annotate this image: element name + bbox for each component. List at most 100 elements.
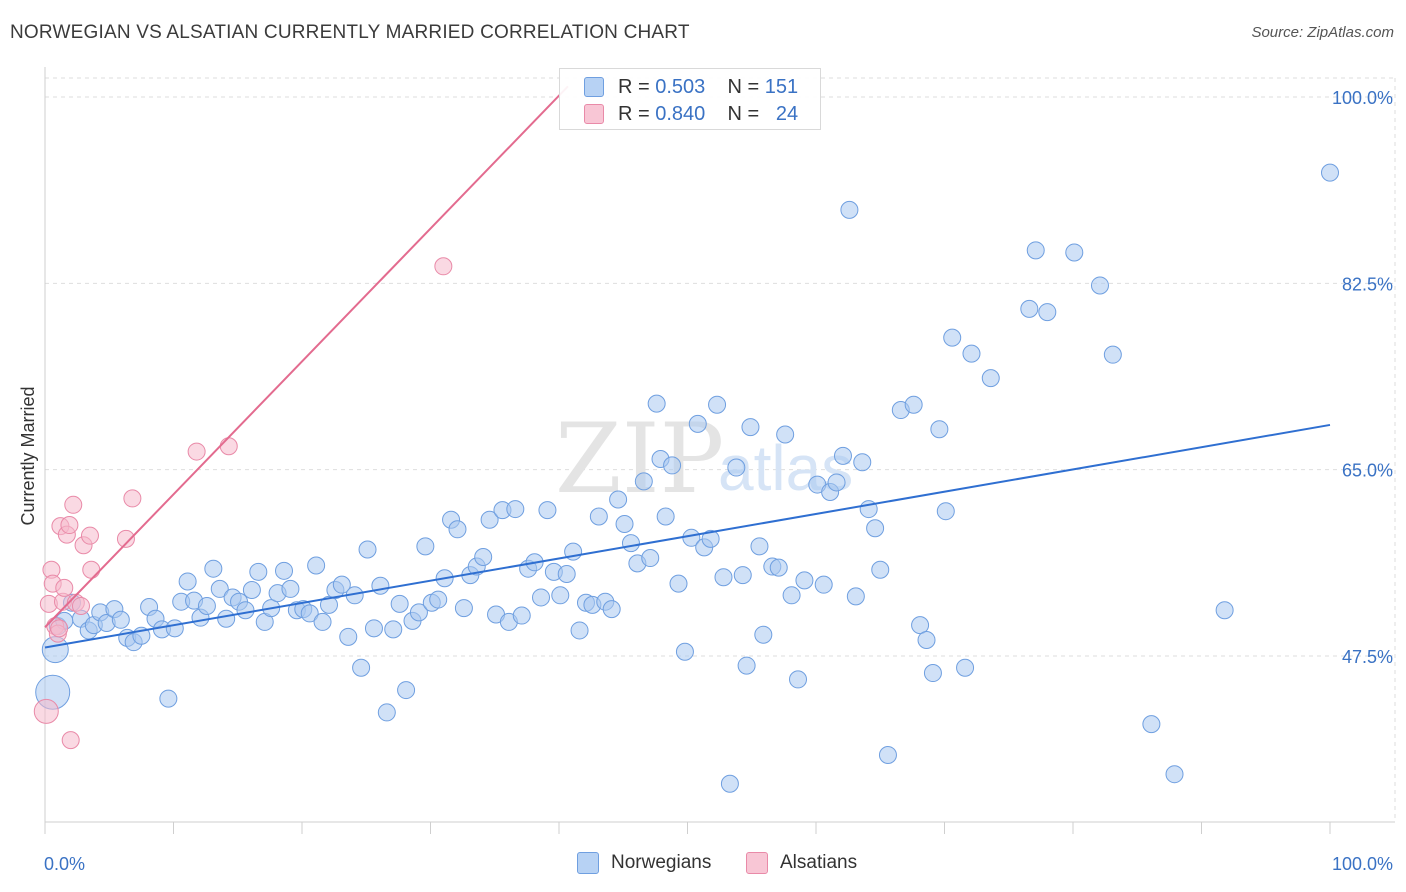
norwegian-point	[917, 631, 936, 650]
norwegian-point	[701, 529, 720, 548]
alsatian-point	[71, 596, 90, 615]
n-label: N =	[727, 102, 760, 125]
norwegian-point	[789, 670, 808, 689]
r-label: R =	[618, 102, 650, 125]
norwegian-point	[364, 619, 383, 638]
norwegian-point	[474, 547, 493, 566]
x-tick-label: 100.0%	[1332, 854, 1393, 874]
norwegian-point	[866, 519, 885, 538]
alsatians-trend-line	[44, 85, 569, 628]
norwegian-point	[741, 418, 760, 437]
norwegian-point	[647, 394, 666, 413]
norwegian-point	[249, 562, 268, 581]
norwegian-point	[923, 664, 942, 683]
norwegian-point	[754, 625, 773, 644]
norwegian-point	[371, 576, 390, 595]
legend-item-alsatians[interactable]: Alsatians	[746, 852, 857, 874]
pink-swatch-icon	[584, 104, 604, 124]
alsatian-point	[64, 495, 83, 514]
norwegian-point	[332, 575, 351, 594]
norwegian-point	[1038, 303, 1057, 322]
y-tick-label: 65.0%	[1342, 461, 1393, 481]
x-tick-label: 0.0%	[44, 854, 85, 874]
norwegian-point	[750, 537, 769, 556]
norwegian-point	[409, 603, 428, 622]
norwegian-point	[727, 458, 746, 477]
norwegian-point	[429, 590, 448, 609]
series-legend: Norwegians Alsatians	[0, 852, 1406, 878]
alsatian-point	[82, 560, 101, 579]
norwegian-point	[307, 556, 326, 575]
alsatian-point	[116, 529, 135, 548]
alsatian-point	[60, 516, 79, 535]
tick-labels: 47.5% 65.0% 82.5% 100.0% 0.0% 100.0%	[44, 88, 1393, 874]
n-label: N =	[727, 75, 760, 98]
legend-label-norwegians: Norwegians	[611, 852, 712, 873]
alsatian-point	[123, 489, 142, 508]
norwegian-point	[708, 395, 727, 414]
n-value: 24	[775, 102, 799, 125]
norwegian-point	[1090, 276, 1109, 295]
norwegian-point	[512, 606, 531, 625]
norwegian-point	[795, 571, 814, 590]
norwegian-point	[210, 579, 229, 598]
norwegian-point	[358, 540, 377, 559]
stats-legend: R = 0.503 N = 151 R = 0.840 N = 24	[559, 68, 821, 130]
norwegian-point	[776, 425, 795, 444]
y-axis-label: Currently Married	[18, 386, 38, 525]
norwegian-point	[204, 559, 223, 578]
r-value: 0.840	[655, 102, 706, 125]
norwegian-point	[1065, 243, 1084, 262]
norwegian-point	[675, 642, 694, 661]
norwegian-point	[570, 621, 589, 640]
legend-row-norwegians: R = 0.503 N = 151	[584, 75, 798, 99]
alsatian-point	[80, 526, 99, 545]
norwegian-point	[720, 774, 739, 793]
norwegian-point	[904, 395, 923, 414]
norwegian-point	[551, 586, 570, 605]
y-tick-label: 47.5%	[1342, 647, 1393, 667]
source-label: Source: ZipAtlas.com	[1251, 24, 1394, 41]
y-tick-label: 100.0%	[1332, 88, 1393, 108]
legend-item-norwegians[interactable]: Norwegians	[577, 852, 711, 874]
norwegian-point	[217, 609, 236, 628]
norwegian-point	[981, 369, 1000, 388]
alsatians-points	[33, 257, 453, 750]
alsatian-point	[434, 257, 453, 276]
norwegian-point	[871, 560, 890, 579]
norwegian-point	[615, 514, 634, 533]
norwegian-point	[1103, 345, 1122, 364]
norwegian-point	[557, 565, 576, 584]
norwegian-point	[532, 588, 551, 607]
norwegian-point	[688, 414, 707, 433]
norwegian-point	[589, 507, 608, 526]
norwegian-point	[1321, 163, 1339, 182]
norwegian-point	[840, 200, 859, 219]
norwegian-point	[538, 501, 557, 520]
norwegian-point	[454, 599, 473, 618]
n-value: 151	[764, 75, 799, 98]
norwegian-point	[737, 656, 756, 675]
norwegians-points	[35, 163, 1339, 793]
r-label: R =	[618, 75, 650, 98]
norwegian-point	[242, 580, 261, 599]
norwegian-point	[377, 703, 396, 722]
norwegian-point	[621, 534, 640, 553]
norwegian-point	[352, 658, 371, 677]
norwegian-point	[1165, 765, 1184, 784]
norwegian-point	[480, 510, 499, 529]
norwegian-point	[339, 627, 358, 646]
norwegian-point	[236, 601, 255, 620]
norwegian-point	[669, 574, 688, 593]
r-value: 0.503	[655, 75, 706, 98]
blue-swatch-icon	[577, 852, 599, 874]
norwegian-point	[733, 566, 752, 585]
norwegian-point	[319, 595, 338, 614]
norwegian-point	[656, 507, 675, 526]
norwegian-point	[827, 473, 846, 492]
norwegian-point	[602, 600, 621, 619]
norwegian-point	[956, 658, 975, 677]
norwegian-point	[275, 561, 294, 580]
norwegian-point	[1215, 601, 1234, 620]
